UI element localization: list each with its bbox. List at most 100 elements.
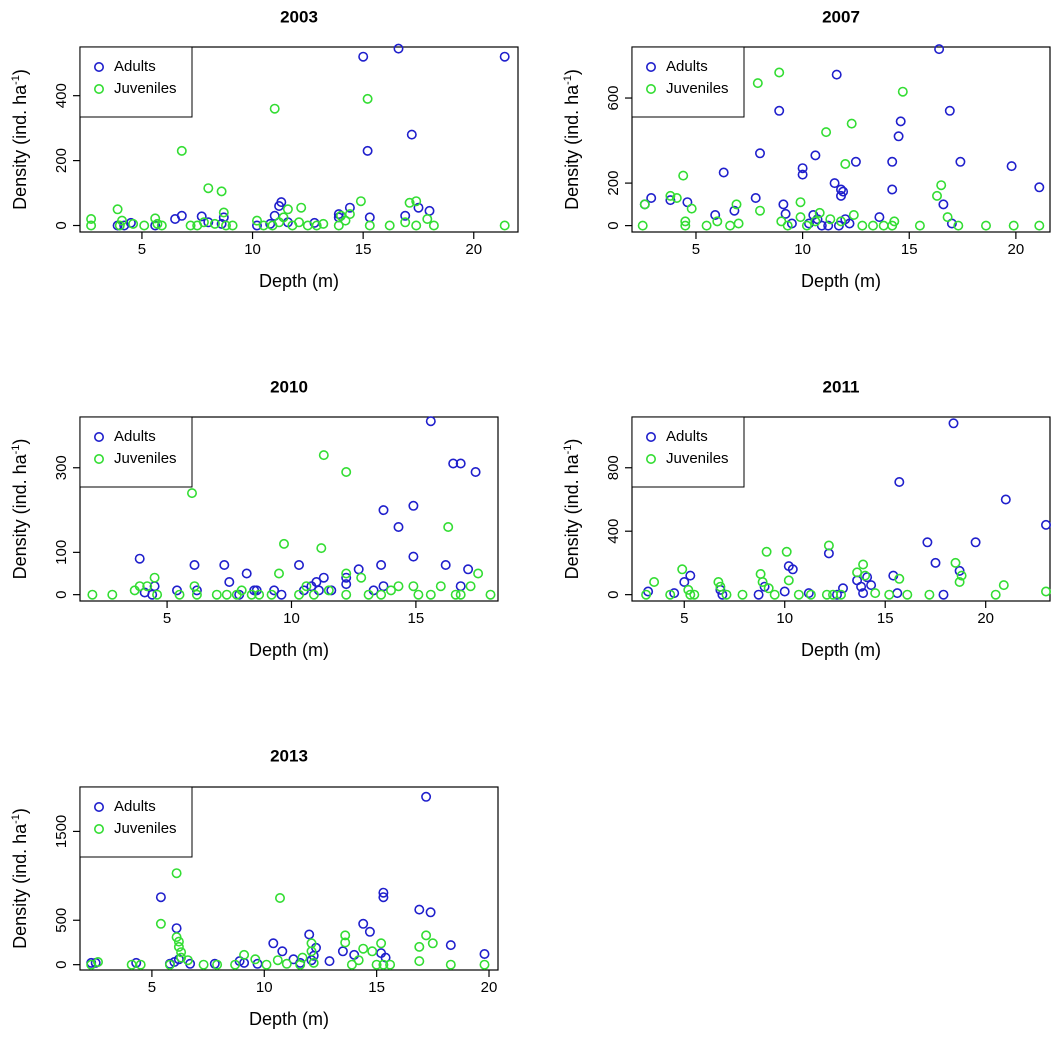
- data-point-juveniles: [318, 450, 329, 461]
- data-point-juveniles: [473, 568, 484, 579]
- legend-box: [631, 416, 745, 488]
- data-point-juveniles: [455, 589, 466, 600]
- data-point-juveniles: [274, 892, 285, 903]
- data-point-adults: [797, 169, 808, 180]
- data-point-adults: [150, 220, 161, 231]
- data-point-adults: [955, 156, 966, 167]
- data-point-adults: [344, 202, 355, 213]
- data-point-adults: [341, 572, 352, 583]
- data-point-juveniles: [198, 959, 209, 970]
- legend-label-adults: Adults: [114, 798, 156, 815]
- x-axis-label: Depth (m): [801, 640, 881, 660]
- data-point-adults: [954, 565, 965, 576]
- x-tick-label: 10: [794, 241, 811, 258]
- panel-title: 2010: [270, 377, 308, 396]
- data-point-juveniles: [671, 193, 682, 204]
- data-point-juveniles: [173, 936, 184, 947]
- data-point-juveniles: [443, 521, 454, 532]
- data-point-juveniles: [782, 220, 793, 231]
- y-axis-label-close: ): [562, 439, 582, 445]
- y-axis-label-superscript: -1: [562, 445, 574, 455]
- data-point-adults: [797, 163, 808, 174]
- data-point-juveniles: [665, 589, 676, 600]
- y-tick-label: 1500: [53, 815, 70, 848]
- legend-marker-adults: [94, 431, 105, 442]
- data-point-juveniles: [209, 218, 220, 229]
- data-point-juveniles: [353, 955, 364, 966]
- data-point-adults: [276, 589, 287, 600]
- data-point-adults: [1041, 519, 1052, 530]
- data-point-adults: [393, 521, 404, 532]
- data-point-juveniles: [293, 589, 304, 600]
- data-point-adults: [349, 949, 360, 960]
- data-point-juveniles: [400, 217, 411, 228]
- data-point-juveniles: [1041, 586, 1052, 597]
- plot-frame: [79, 416, 499, 602]
- x-tick-label: 15: [355, 241, 372, 258]
- data-point-adults: [353, 564, 364, 575]
- data-point-juveniles: [733, 218, 744, 229]
- data-point-juveniles: [411, 220, 422, 231]
- data-point-juveniles: [227, 220, 238, 231]
- data-point-juveniles: [846, 118, 857, 129]
- data-point-adults: [838, 186, 849, 197]
- data-point-juveniles: [356, 572, 367, 583]
- data-point-adults: [364, 926, 375, 937]
- data-point-juveniles: [384, 220, 395, 231]
- data-point-adults: [196, 211, 207, 222]
- data-point-juveniles: [867, 220, 878, 231]
- data-point-adults: [408, 500, 419, 511]
- data-point-adults: [938, 589, 949, 600]
- data-point-juveniles: [678, 170, 689, 181]
- data-point-juveniles: [686, 203, 697, 214]
- series-juveniles: [86, 93, 510, 231]
- panel-title: 2007: [822, 7, 860, 26]
- y-axis-label: Density (ind. ha-1): [10, 439, 30, 580]
- data-point-juveniles: [665, 190, 676, 201]
- data-point-juveniles: [371, 959, 382, 970]
- legend-label-juveniles: Juveniles: [114, 450, 177, 467]
- data-point-juveniles: [715, 581, 726, 592]
- data-point-juveniles: [878, 220, 889, 231]
- data-point-adults: [337, 946, 348, 957]
- data-point-adults: [930, 557, 941, 568]
- data-point-adults: [754, 148, 765, 159]
- data-point-juveniles: [425, 589, 436, 600]
- data-point-juveniles: [278, 212, 289, 223]
- data-point-juveniles: [428, 220, 439, 231]
- data-point-juveniles: [793, 589, 804, 600]
- data-point-juveniles: [216, 186, 227, 197]
- data-point-adults: [874, 212, 885, 223]
- x-tick-label: 15: [901, 241, 918, 258]
- data-point-juveniles: [435, 581, 446, 592]
- data-point-juveniles: [311, 220, 322, 231]
- panel-title: 2013: [270, 746, 308, 765]
- data-point-adults: [324, 956, 335, 967]
- data-point-juveniles: [649, 576, 660, 587]
- data-point-adults: [922, 537, 933, 548]
- data-point-adults: [408, 551, 419, 562]
- data-point-juveniles: [344, 209, 355, 220]
- legend-marker-juveniles: [645, 453, 656, 464]
- data-point-adults: [470, 466, 481, 477]
- data-point-juveniles: [266, 589, 277, 600]
- data-point-adults: [970, 537, 981, 548]
- data-point-juveniles: [731, 199, 742, 210]
- data-point-adults: [856, 581, 867, 592]
- data-point-adults: [333, 209, 344, 220]
- data-point-juveniles: [340, 937, 351, 948]
- data-point-adults: [440, 559, 451, 570]
- x-tick-label: 5: [138, 241, 146, 258]
- data-point-adults: [835, 184, 846, 195]
- panel-title: 2011: [823, 377, 860, 396]
- data-point-juveniles: [236, 585, 247, 596]
- legend-label-adults: Adults: [114, 58, 156, 75]
- data-point-juveniles: [852, 567, 863, 578]
- legend-box: [79, 786, 193, 858]
- y-tick-label: 400: [605, 519, 622, 544]
- data-point-adults: [774, 105, 785, 116]
- data-point-juveniles: [680, 220, 691, 231]
- x-tick-label: 20: [977, 610, 994, 627]
- data-point-adults: [176, 210, 187, 221]
